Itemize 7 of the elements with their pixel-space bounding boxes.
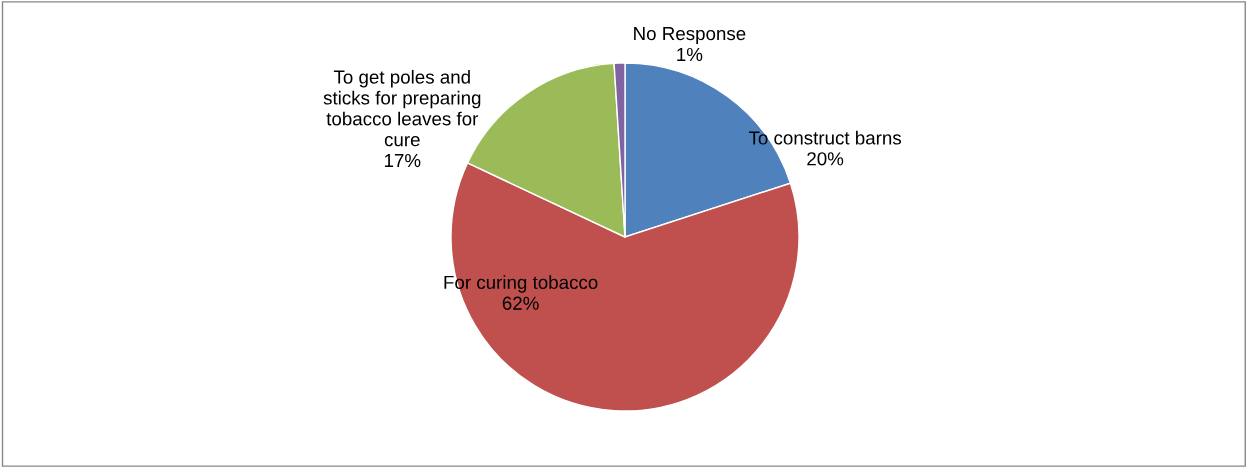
data-label: 62% bbox=[502, 296, 539, 310]
slice-label: To get poles and sticks for preparing tobacco leaves for cure bbox=[323, 69, 481, 147]
slice-label: No Response bbox=[634, 27, 746, 44]
data-label: 1% bbox=[677, 47, 703, 61]
data-label: 20% bbox=[807, 152, 844, 166]
slice-label: To construct barns bbox=[748, 130, 902, 145]
data-label: 17% bbox=[384, 154, 421, 168]
